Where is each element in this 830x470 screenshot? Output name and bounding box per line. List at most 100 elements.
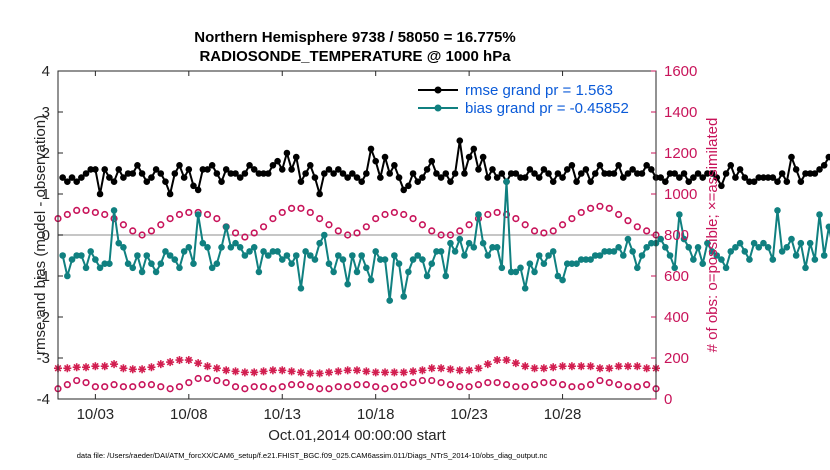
bias-point (764, 244, 772, 251)
bias-point (306, 252, 314, 259)
rmse-point (302, 170, 309, 177)
obs-possible-point (605, 204, 613, 212)
rmse-point (92, 166, 99, 173)
bias-point (554, 272, 562, 280)
obs-assimilated-point (250, 368, 259, 377)
obs-possible-point (297, 381, 305, 389)
obs-assimilated-point (567, 362, 576, 371)
bias-point (363, 264, 370, 272)
obs-possible-point (596, 202, 604, 210)
obs-possible-point (465, 221, 473, 229)
bias-point (227, 244, 235, 251)
bias-point (605, 248, 613, 255)
obs-assimilated-point (493, 356, 502, 365)
bias-point (587, 256, 594, 263)
bias-point (199, 239, 207, 247)
bias-point (218, 244, 225, 251)
rmse-point (507, 170, 515, 177)
obs-assimilated-point (147, 363, 156, 372)
obs-possible-point (381, 210, 389, 219)
rmse-point (531, 170, 538, 177)
obs-assimilated-point (362, 367, 371, 376)
rmse-point (222, 166, 230, 173)
obs-possible-point (549, 379, 557, 387)
obs-possible-point (231, 383, 240, 391)
bias-point (213, 260, 221, 268)
obs-possible-point (213, 376, 221, 385)
bias-point (381, 256, 389, 263)
obs-possible-point (624, 217, 632, 225)
obs-possible-point (633, 223, 641, 231)
obs-possible-point (231, 229, 240, 237)
rmse-point (236, 174, 244, 181)
rmse-point (278, 166, 286, 173)
rmse-point (806, 170, 814, 177)
obs-possible-point (297, 204, 305, 212)
y-right-tick-label: 1400 (664, 104, 697, 121)
obs-possible-point (101, 383, 109, 391)
bias-point (610, 248, 618, 255)
bias-point (269, 248, 277, 255)
obs-possible-point (306, 208, 314, 217)
obs-possible-point (549, 227, 557, 235)
obs-possible-point (493, 208, 501, 217)
bias-point (708, 248, 716, 255)
rmse-point (157, 170, 165, 177)
bias-point (727, 248, 735, 255)
bias-point (274, 248, 281, 255)
rmse-point (549, 178, 557, 185)
rmse-point (405, 182, 412, 190)
bias-point (68, 256, 76, 263)
y-right-tick-label: 1200 (664, 145, 697, 162)
rmse-point (218, 178, 225, 185)
rmse-point (367, 145, 375, 153)
rmse-point (386, 170, 394, 177)
bias-point (386, 297, 394, 304)
rmse-point (559, 174, 566, 181)
obs-possible-point (157, 383, 165, 391)
legend-rmse-label: rmse grand pr = 1.563 (465, 82, 613, 99)
rmse-point (241, 170, 249, 177)
bias-point (774, 207, 781, 214)
obs-assimilated-point (595, 364, 604, 373)
rmse-point (250, 166, 258, 173)
bias-point (479, 239, 487, 247)
rmse-point (120, 174, 127, 181)
obs-assimilated-point (474, 364, 483, 373)
bias-point (353, 268, 361, 276)
obs-possible-point (101, 210, 109, 219)
rmse-point (185, 166, 193, 173)
rmse-point (330, 170, 337, 177)
bias-point (428, 260, 436, 268)
obs-assimilated-point (156, 360, 165, 369)
bias-point (166, 252, 174, 259)
bias-point (507, 268, 515, 276)
obs-possible-point (530, 227, 539, 235)
obs-assimilated-point (100, 362, 109, 371)
rmse-point (540, 166, 548, 173)
obs-possible-point (437, 379, 445, 387)
series-bias (59, 178, 830, 304)
obs-assimilated-point (549, 363, 558, 372)
rmse-point (512, 170, 520, 177)
chart-title-line1: Northern Hemisphere 9738 / 58050 = 16.77… (194, 29, 515, 46)
obs-possible-point (63, 381, 71, 389)
bias-point (489, 244, 496, 251)
rmse-point (465, 153, 473, 161)
bias-point (806, 239, 814, 247)
rmse-point (563, 166, 571, 173)
rmse-point (816, 166, 823, 173)
bias-point (292, 252, 300, 259)
bias-point (797, 239, 805, 247)
rmse-point (115, 166, 123, 173)
bias-point (778, 248, 786, 255)
bias-point (475, 211, 482, 218)
obs-assimilated-point (418, 366, 427, 375)
obs-possible-point (540, 379, 548, 387)
bias-point (255, 268, 263, 276)
obs-assimilated-point (483, 360, 492, 369)
obs-assimilated-point (521, 362, 530, 371)
rmse-point (535, 174, 543, 181)
rmse-point (344, 174, 351, 181)
rmse-point (68, 174, 76, 181)
